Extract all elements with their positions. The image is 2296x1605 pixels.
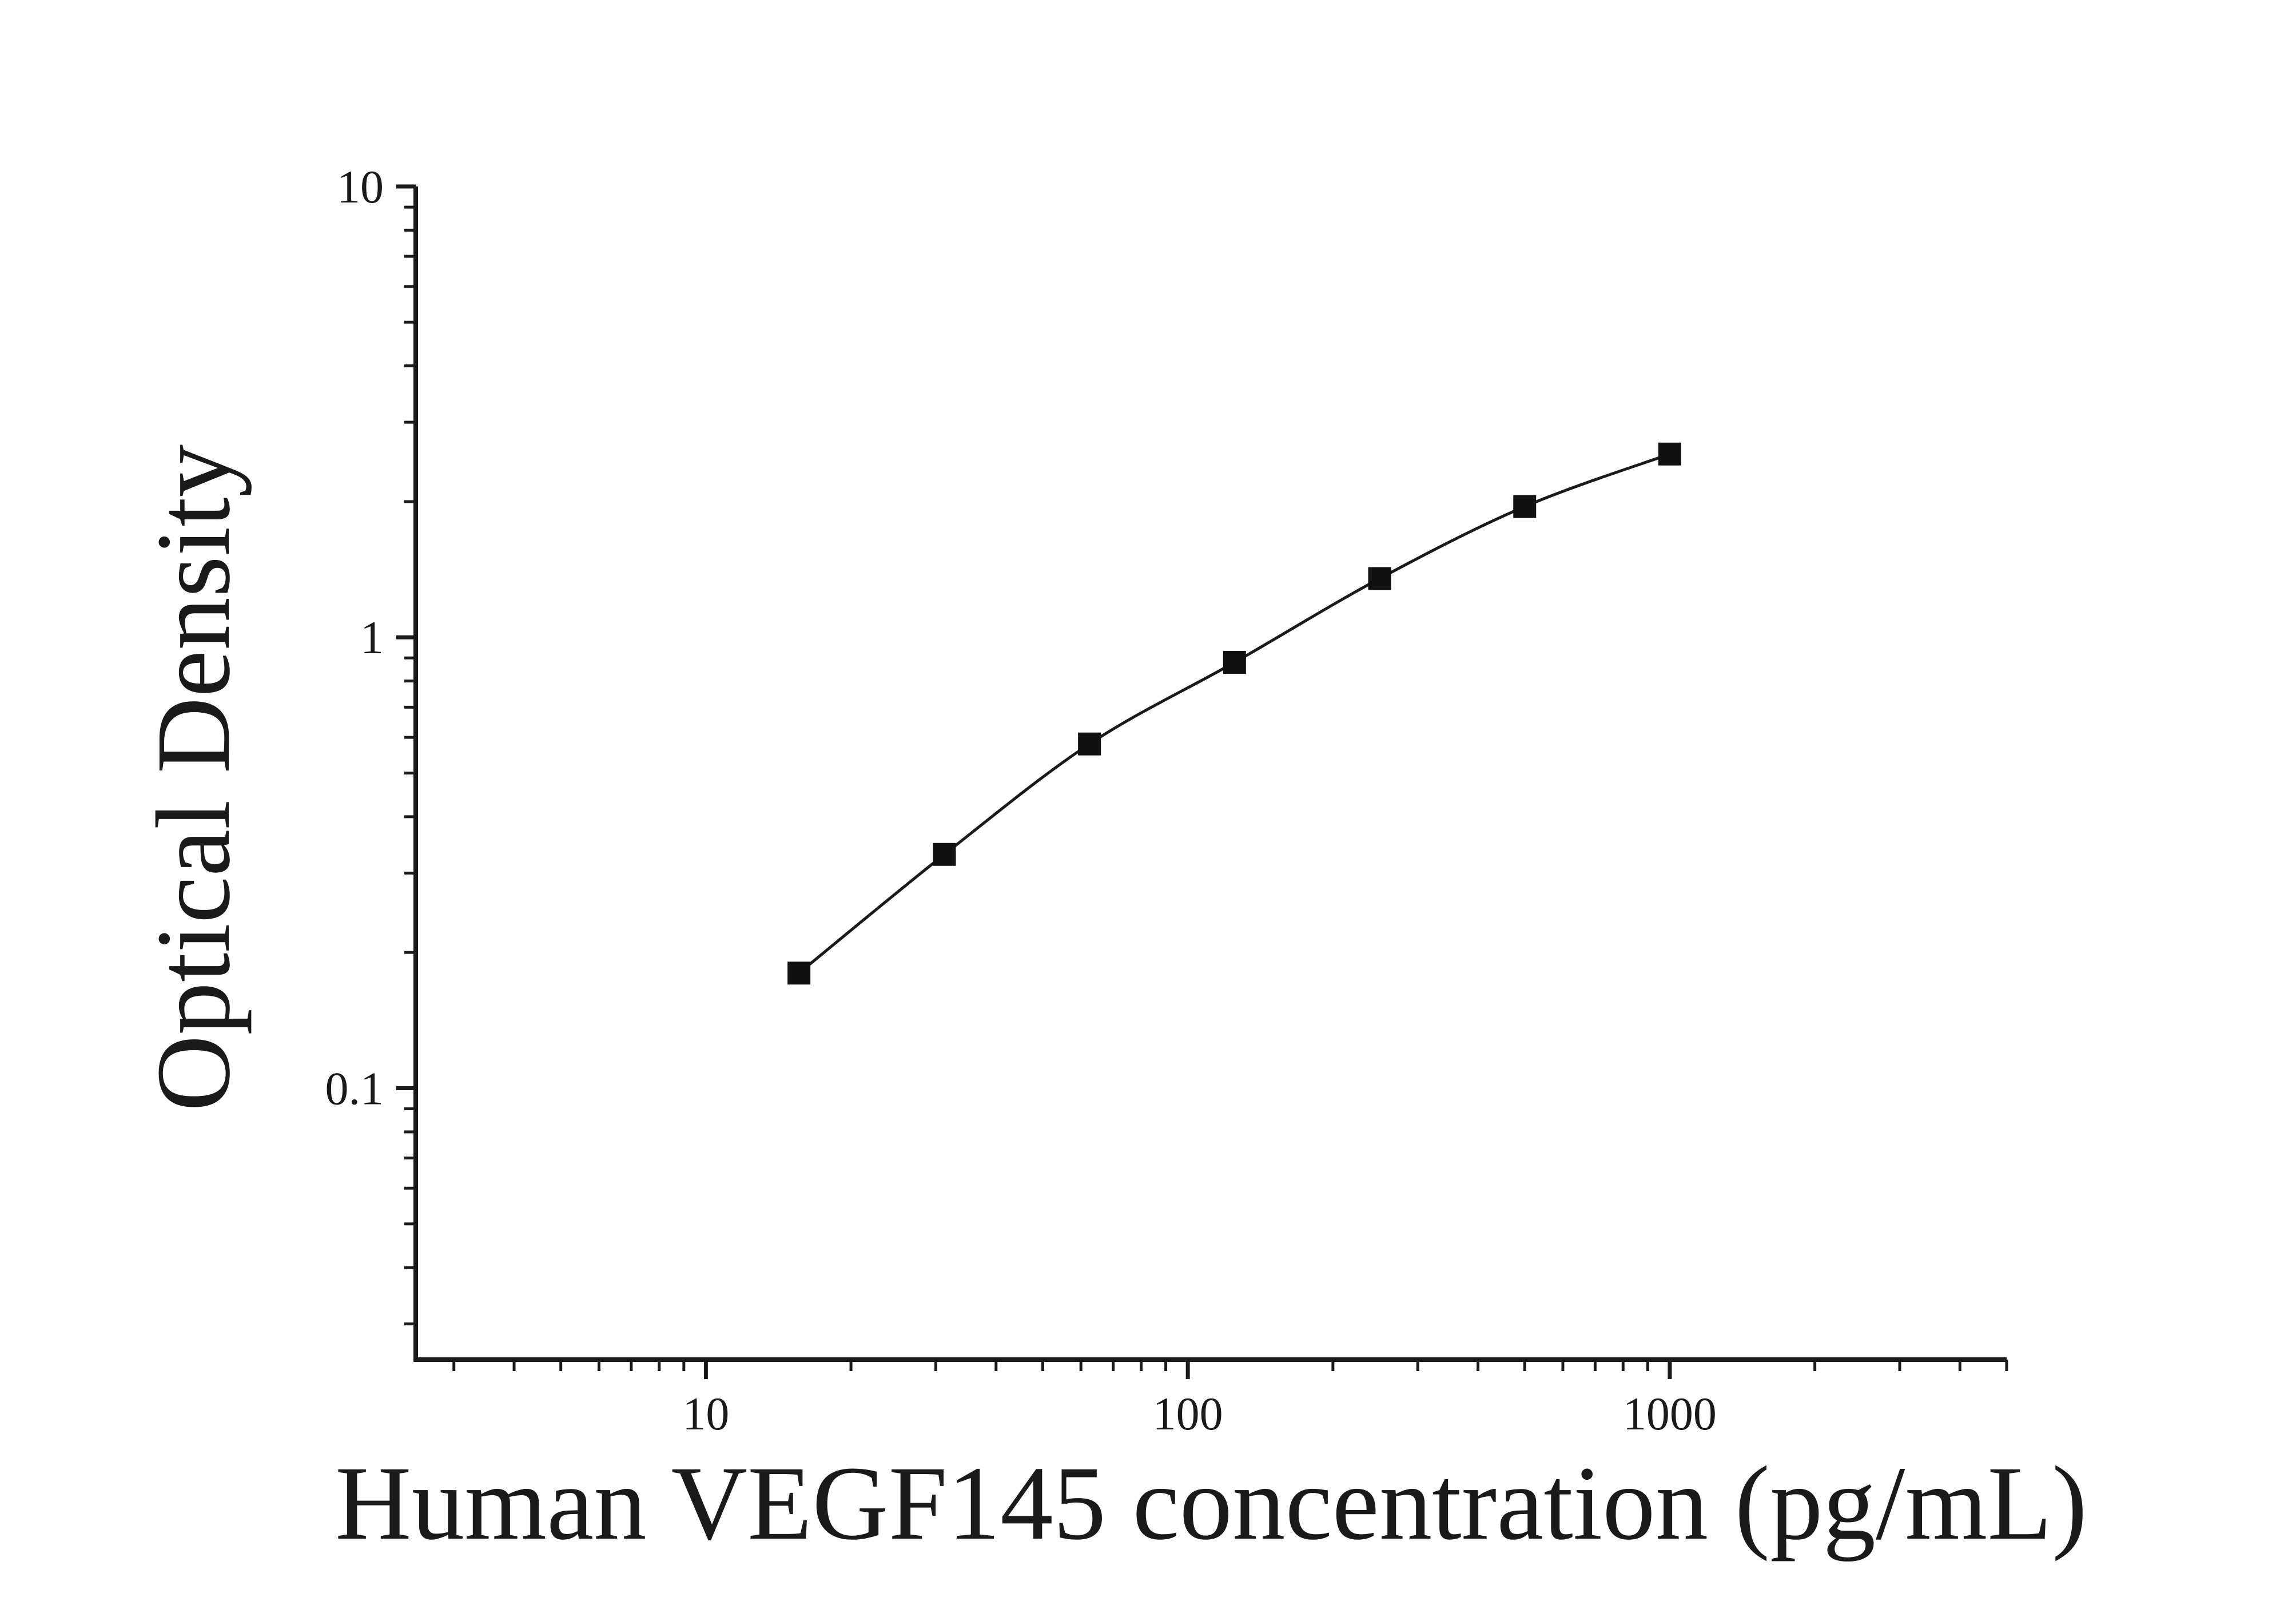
x-tick-label: 100 [1153, 1388, 1223, 1440]
y-axis-label: Optical Density [135, 444, 252, 1111]
x-tick-label: 10 [682, 1388, 729, 1440]
x-axis-label: Human VEGF145 concentration (pg/mL) [335, 1445, 2087, 1562]
data-point-marker [787, 962, 811, 985]
y-tick-label: 0.1 [325, 1062, 384, 1114]
x-tick-label: 1000 [1623, 1388, 1717, 1440]
data-point-marker [1658, 442, 1681, 466]
data-point-marker [1078, 732, 1101, 756]
data-point-marker [1368, 567, 1391, 590]
plot-area: 10 100 1000 0.1 1 10 [325, 161, 2008, 1440]
data-point-marker [1513, 495, 1537, 518]
data-point-marker [933, 843, 956, 866]
data-point-marker [1223, 650, 1246, 674]
y-tick-label: 1 [360, 611, 384, 664]
y-tick-label: 10 [337, 161, 384, 213]
